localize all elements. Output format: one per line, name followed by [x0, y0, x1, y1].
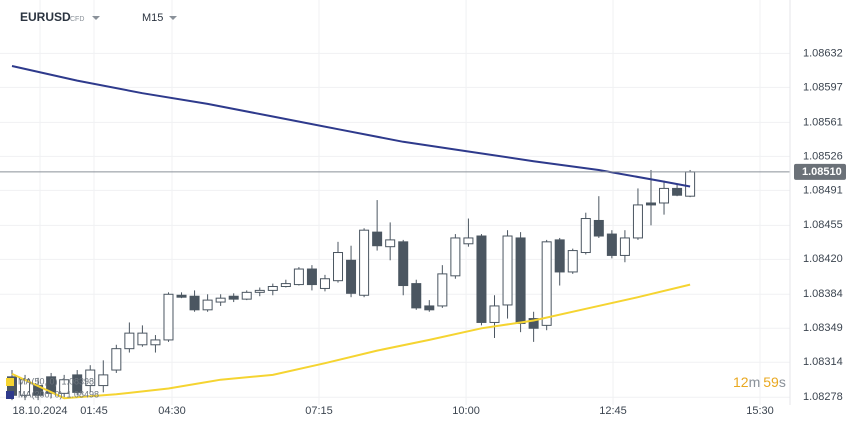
candle-body [189, 295, 200, 311]
legend-swatch [6, 391, 14, 399]
candle-body [606, 233, 617, 256]
y-tick-label: 1.08455 [803, 219, 843, 231]
countdown-unit: m [749, 374, 761, 390]
candle-body [411, 283, 422, 309]
last-price-tag [794, 163, 846, 180]
candle-body [489, 305, 500, 323]
candle-body [502, 235, 513, 306]
x-tick-label: 07:15 [305, 405, 333, 417]
candle-body [554, 239, 565, 273]
candle-body [476, 235, 487, 323]
legend-name: MA(200, 0) [18, 389, 63, 399]
candle-body [659, 187, 670, 204]
candle-body [98, 374, 109, 387]
candle-body [372, 231, 383, 247]
candle-body [333, 252, 344, 282]
candle-body [424, 305, 435, 311]
y-tick-label: 1.08632 [803, 47, 843, 59]
countdown-minutes: 12 [733, 374, 749, 390]
x-tick-label: 18.10.2024 [13, 405, 68, 417]
candle-body [685, 171, 696, 197]
dropdown-arrow[interactable] [169, 16, 177, 20]
candle-body [541, 241, 552, 326]
toolbar[interactable]: EURUSD CFD M15 [20, 10, 177, 24]
countdown-seconds: 59 [763, 374, 779, 390]
candle-body [580, 218, 591, 254]
candle-body [228, 295, 239, 300]
candle-body [619, 237, 630, 256]
candle-body [306, 268, 317, 286]
legend-value: 1.08398 [62, 376, 95, 386]
y-tick-label: 1.08491 [803, 184, 843, 196]
legend-value: 1.08498 [67, 389, 100, 399]
candle-body [59, 379, 70, 394]
candle-body [645, 202, 656, 206]
candle-body [293, 268, 304, 286]
candle-body [567, 250, 578, 273]
candle-body [46, 376, 57, 394]
candle-body [111, 348, 122, 371]
y-tick-label: 1.08314 [803, 356, 843, 368]
legend: MA(50, 0) 1.08398 MA(200, 0) 1.08498 [6, 376, 99, 399]
dropdown-arrow[interactable] [92, 16, 100, 20]
y-tick-label: 1.08349 [803, 322, 843, 334]
candle-body [137, 332, 148, 346]
candle-body [593, 219, 604, 237]
candle-body [450, 237, 461, 277]
x-tick-label: 10:00 [452, 405, 480, 417]
x-tick-label: 12:45 [599, 405, 627, 417]
candle-body [632, 204, 643, 239]
candle-body [398, 241, 409, 287]
x-tick-label: 15:30 [746, 405, 774, 417]
y-tick-label: 1.08278 [803, 391, 843, 403]
candle-body [385, 239, 396, 248]
legend-swatch [6, 378, 14, 386]
candle-body [267, 286, 278, 291]
last-price-label: 1.08510 [802, 166, 842, 178]
candle-body [672, 187, 683, 196]
candle-body [254, 289, 265, 293]
countdown: 12m 59s [733, 374, 786, 390]
candle-body [215, 297, 226, 303]
candle-body [528, 318, 539, 329]
candle-body [85, 369, 96, 387]
legend-name: MA(50, 0) [18, 376, 58, 386]
y-tick-label: 1.08526 [803, 150, 843, 162]
axes: 1.08632 1.08597 1.08561 1.08526 1.08491 1.084… [13, 47, 846, 417]
candle-body [72, 374, 83, 393]
candle-body [241, 291, 252, 300]
candle-body [359, 229, 370, 296]
candle-body [124, 332, 135, 350]
plot-area [0, 65, 790, 401]
candle-body [150, 339, 161, 346]
candle-body [515, 237, 526, 324]
y-tick-label: 1.08597 [803, 81, 843, 93]
x-tick-label: 01:45 [80, 405, 108, 417]
y-tick-label: 1.08384 [803, 288, 843, 300]
candle-body [163, 293, 174, 341]
y-tick-label: 1.08420 [803, 253, 843, 265]
x-tick-label: 04:30 [158, 405, 186, 417]
instrument-type: CFD [70, 16, 84, 23]
symbol[interactable]: EURUSD [20, 10, 71, 24]
candle-body [437, 273, 448, 307]
candle-body [176, 294, 187, 298]
candle-body [202, 299, 213, 311]
moving-average-line [11, 283, 691, 400]
candle-body [463, 237, 474, 245]
candle-body [280, 283, 291, 288]
y-tick-label: 1.08561 [803, 116, 843, 128]
candle-body [319, 278, 330, 289]
countdown-unit: s [779, 374, 786, 390]
timeframe[interactable]: M15 [142, 12, 163, 24]
candle-body [346, 259, 357, 294]
